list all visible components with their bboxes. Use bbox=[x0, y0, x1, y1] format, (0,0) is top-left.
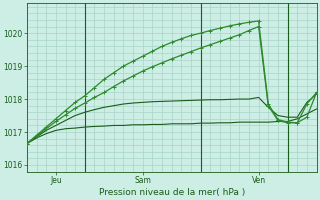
X-axis label: Pression niveau de la mer( hPa ): Pression niveau de la mer( hPa ) bbox=[99, 188, 245, 197]
